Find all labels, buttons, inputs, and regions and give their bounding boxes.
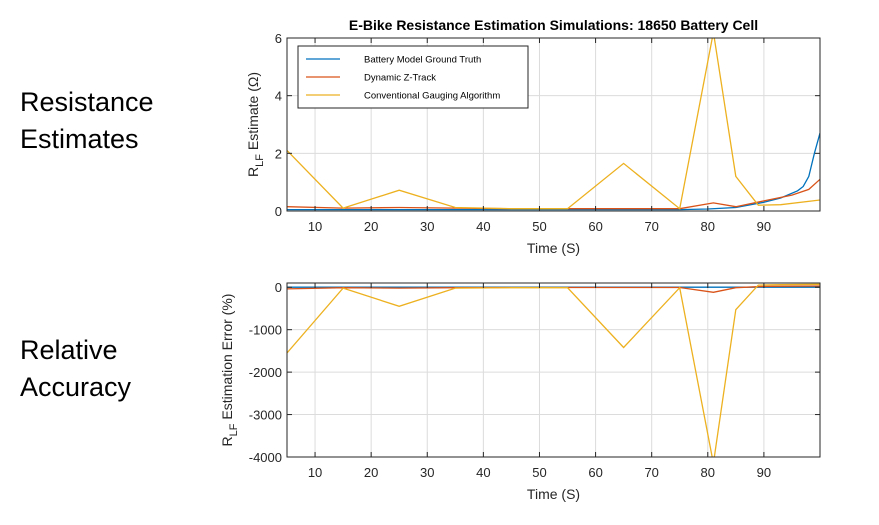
top-axes-box — [286, 37, 821, 212]
accuracy-label-line1: Relative — [20, 335, 118, 365]
bottom-y-tick-label: -4000 — [249, 450, 282, 465]
top-x-tick-label: 70 — [644, 219, 658, 234]
legend-entry-ground-truth: Battery Model Ground Truth — [364, 55, 481, 66]
bottom-y-axis-label-subscript: LF — [228, 423, 240, 436]
bottom-x-tick-label: 90 — [757, 465, 771, 480]
top-x-tick-label: 30 — [420, 219, 434, 234]
bottom-x-tick-label: 70 — [644, 465, 658, 480]
bottom-plot-background — [287, 283, 820, 457]
top-y-tick-label: 0 — [275, 204, 282, 219]
top-x-axis-label: Time (S) — [527, 240, 580, 256]
top-series-conventional-line — [287, 38, 820, 210]
bottom-x-tick-label: 10 — [308, 465, 322, 480]
legend-entry-conventional: Conventional Gauging Algorithm — [364, 91, 500, 102]
top-y-axis-label-main: R — [245, 167, 261, 177]
accuracy-label-line2: Accuracy — [20, 372, 132, 402]
bottom-y-tick-label: -1000 — [249, 323, 282, 338]
top-x-tick-label: 60 — [588, 219, 602, 234]
bottom-x-tick-label: 50 — [532, 465, 546, 480]
bottom-y-tick-label: -3000 — [249, 408, 282, 423]
legend-entry-ztrack: Dynamic Z-Track — [364, 73, 436, 84]
top-y-axis-label: RLF Estimate (Ω) — [245, 72, 266, 177]
top-y-axis-label-rest: Estimate (Ω) — [245, 72, 261, 154]
bottom-x-tick-label: 20 — [364, 465, 378, 480]
bottom-y-axis-label-main: R — [219, 436, 235, 446]
bottom-y-axis-label: RLF Estimation Error (%) — [219, 294, 240, 447]
resistance-label-line1: Resistance — [20, 87, 154, 117]
top-y-tick-label: 2 — [275, 146, 282, 161]
top-x-tick-label: 50 — [532, 219, 546, 234]
top-x-tick-label: 40 — [476, 219, 490, 234]
bottom-x-tick-label: 30 — [420, 465, 434, 480]
bottom-x-tick-label: 40 — [476, 465, 490, 480]
top-x-tick-label: 10 — [308, 219, 322, 234]
bottom-y-tick-label: 0 — [275, 280, 282, 295]
bottom-x-axis-label: Time (S) — [527, 486, 580, 502]
bottom-x-tick-label: 80 — [701, 465, 715, 480]
top-x-tick-label: 90 — [757, 219, 771, 234]
top-x-tick-label: 80 — [701, 219, 715, 234]
top-x-tick-label: 20 — [364, 219, 378, 234]
bottom-y-axis-label-rest: Estimation Error (%) — [219, 294, 235, 424]
bottom-x-tick-label: 60 — [588, 465, 602, 480]
bottom-y-tick-label: -2000 — [249, 365, 282, 380]
resistance-label-line2: Estimates — [20, 124, 139, 154]
relative-accuracy-label: Relative Accuracy — [20, 332, 131, 406]
top-y-axis-label-subscript: LF — [254, 154, 266, 167]
resistance-estimates-label: Resistance Estimates — [20, 84, 154, 158]
bottom-axes-box — [286, 282, 821, 458]
top-y-tick-label: 4 — [275, 89, 282, 104]
bottom-series-conventional-line — [287, 283, 820, 457]
top-y-tick-label: 6 — [275, 31, 282, 46]
top-chart-title: E-Bike Resistance Estimation Simulations… — [349, 17, 758, 33]
